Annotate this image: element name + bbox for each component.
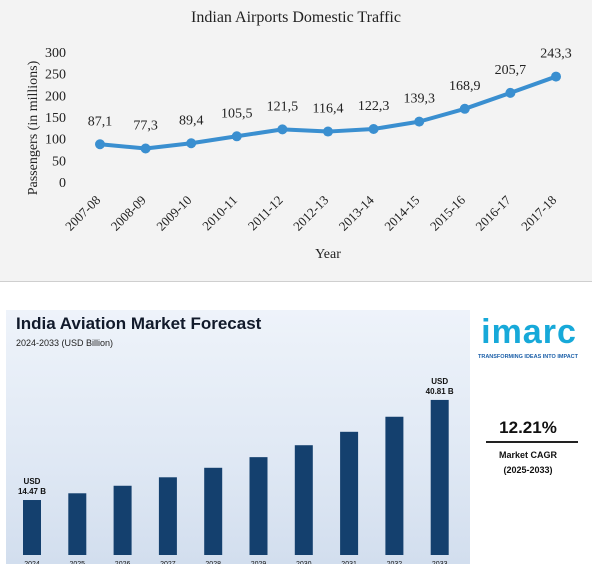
x-tick-label: 2027: [160, 561, 176, 564]
y-tick-label: 300: [45, 46, 66, 61]
x-tick-label: 2026: [115, 561, 131, 564]
y-axis-label: Passengers (in millions): [26, 60, 41, 195]
forecast-subtitle: 2024-2033 (USD Billion): [16, 338, 114, 348]
bar: [23, 500, 41, 555]
imarc-logo: imarc: [481, 313, 577, 351]
x-tick-label: 2012-13: [290, 192, 331, 233]
data-label: 243,3: [540, 47, 572, 62]
bar: [204, 467, 223, 555]
first-bar-currency: USD: [24, 477, 41, 486]
first-bar-value: 14.47 B: [18, 487, 46, 496]
data-point: [505, 87, 516, 98]
last-bar-currency: USD: [431, 377, 448, 386]
forecast-title: India Aviation Market Forecast: [16, 314, 262, 333]
last-bar-value: 40.81 B: [426, 387, 454, 396]
bar: [385, 416, 404, 555]
x-axis-label: Year: [315, 247, 341, 262]
cagr-label: Market CAGR: [498, 450, 557, 460]
aviation-forecast-panel: 2024 2025 2026 2027 2028 2029 2030 2031 2032 2033…: [0, 302, 592, 564]
data-label: 89,4: [179, 113, 204, 128]
data-label: 87,1: [88, 114, 113, 129]
x-tick-label: 2009-10: [153, 192, 194, 233]
x-tick-label: 2008-09: [108, 192, 149, 233]
y-tick-label: 50: [52, 154, 66, 169]
x-tick-label: 2028: [205, 561, 221, 564]
bar: [294, 445, 313, 555]
data-point: [323, 126, 333, 137]
data-point: [186, 138, 197, 149]
x-tick-label: 2025: [70, 561, 86, 564]
bar: [68, 493, 87, 555]
data-label: 205,7: [495, 63, 527, 78]
x-tick-label: 2032: [387, 561, 403, 564]
cagr-divider: [486, 441, 578, 443]
domestic-traffic-line-chart: Indian Airports Domestic Traffic Passeng…: [26, 9, 572, 262]
x-tick-label: 2030: [296, 561, 312, 564]
bar: [340, 431, 359, 555]
x-tick-label: 2031: [341, 561, 357, 564]
cagr-period: (2025-2033): [503, 465, 553, 475]
x-tick-label: 2010-11: [199, 192, 240, 233]
forecast-chart-area: 2024 2025 2026 2027 2028 2029 2030 2031 2032 2033…: [6, 310, 470, 564]
data-label: 116,4: [313, 102, 344, 117]
y-tick-label: 150: [45, 111, 66, 126]
data-point: [95, 139, 105, 150]
forecast-bar-chart: 2024 2025 2026 2027 2028 2029 2030 2031 2032 2033…: [18, 377, 454, 564]
x-tick-label: 2029: [251, 561, 267, 564]
x-tick-label: 2011-12: [245, 192, 286, 233]
x-tick-label: 2013-14: [336, 192, 378, 234]
x-tick-label: 2033: [432, 561, 448, 564]
brand-side-panel: imarc TRANSFORMING IDEAS INTO IMPACT 12.…: [470, 310, 586, 564]
y-tick-label: 0: [59, 176, 66, 191]
bar: [113, 485, 132, 555]
y-tick-label: 200: [45, 89, 66, 104]
bar: [158, 477, 177, 555]
data-label: 122,3: [358, 99, 390, 114]
x-tick-label: 2007-08: [62, 192, 103, 233]
bar: [249, 457, 268, 555]
data-label: 105,5: [221, 106, 253, 121]
brand-tagline: TRANSFORMING IDEAS INTO IMPACT: [477, 354, 579, 360]
data-point: [231, 131, 242, 142]
domestic-traffic-chart-panel: Indian Airports Domestic Traffic Passeng…: [0, 0, 592, 282]
data-label: 139,3: [403, 92, 435, 107]
data-point: [277, 124, 288, 135]
y-tick-label: 100: [45, 133, 66, 148]
bar: [430, 399, 449, 555]
data-point: [551, 71, 561, 82]
data-point: [140, 143, 151, 154]
x-tick-label: 2016-17: [472, 192, 514, 234]
data-label: 168,9: [449, 79, 481, 94]
data-point: [459, 103, 470, 114]
x-tick-label: 2017-18: [518, 192, 559, 233]
x-tick-label: 2014-15: [381, 192, 422, 233]
y-tick-label: 250: [45, 68, 66, 83]
chart-title: Indian Airports Domestic Traffic: [191, 9, 401, 26]
data-label: 121,5: [267, 99, 299, 114]
data-point: [368, 124, 379, 135]
cagr-value: 12.21%: [499, 418, 557, 437]
x-tick-label: 2015-16: [427, 192, 469, 234]
x-tick-label: 2024: [24, 561, 40, 564]
data-point: [414, 116, 425, 127]
data-label: 77,3: [133, 119, 158, 134]
